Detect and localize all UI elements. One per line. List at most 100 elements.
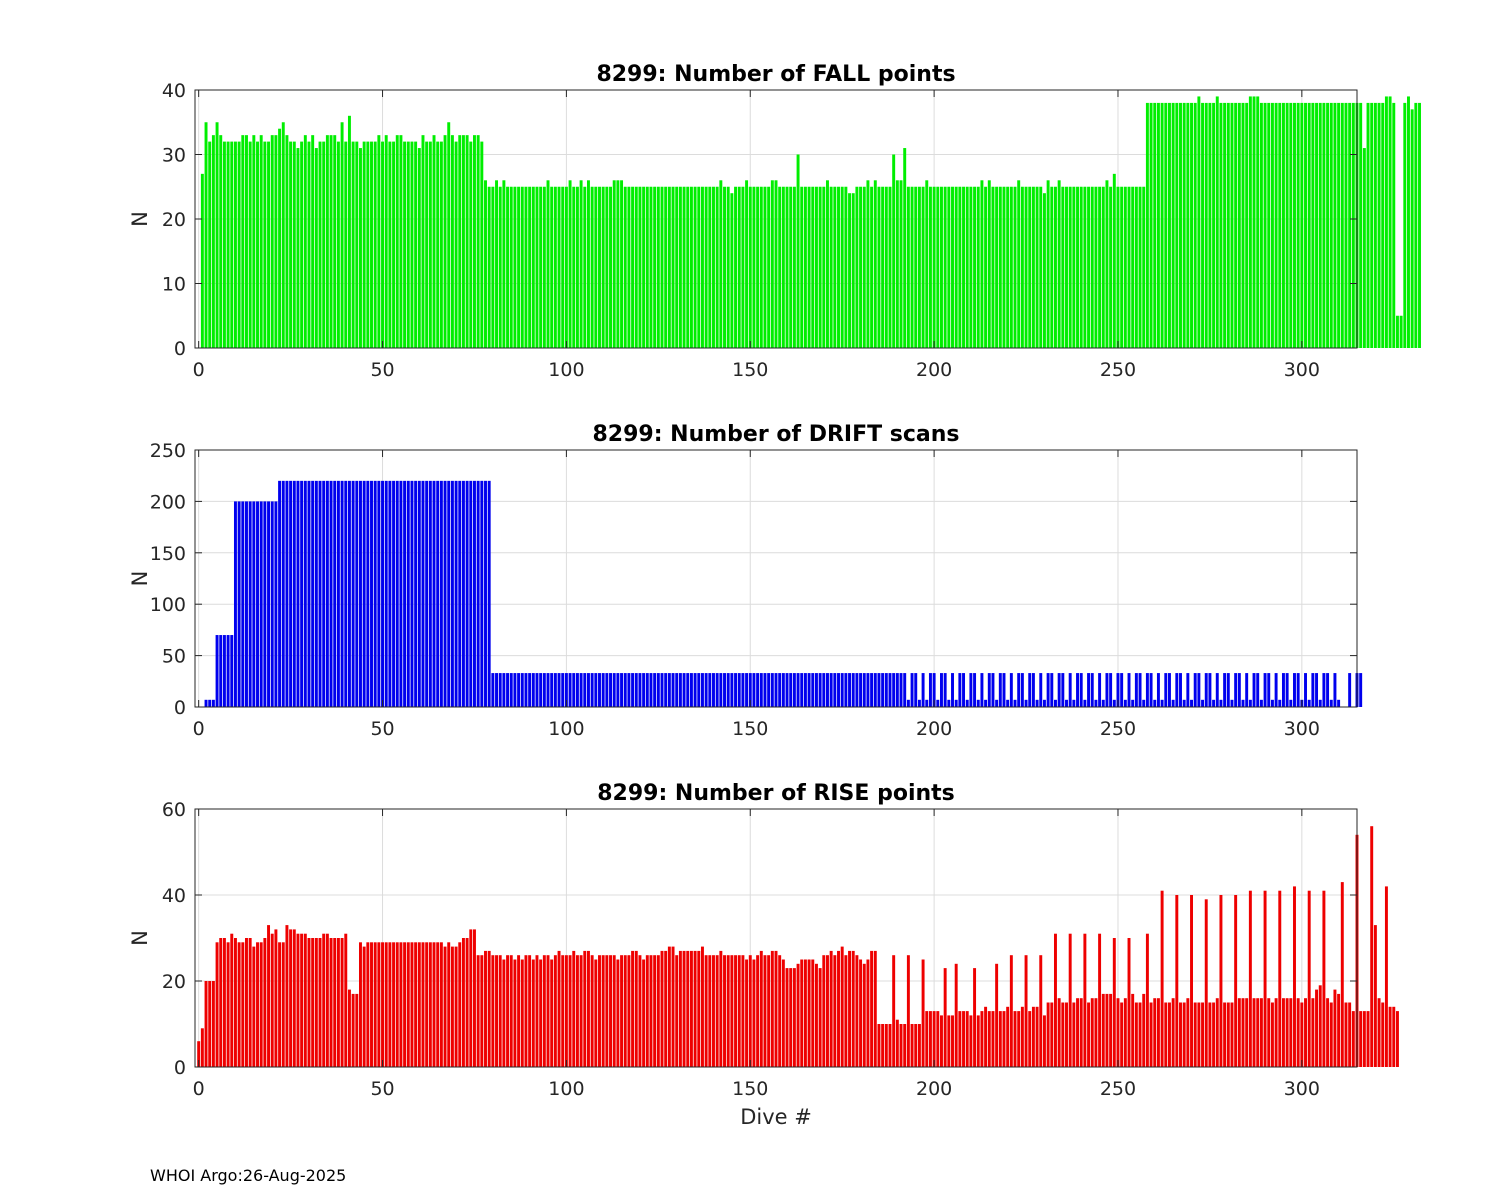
chart-0-bar	[1061, 186, 1065, 348]
chart-0-bar	[645, 186, 649, 348]
chart-2-bar	[311, 938, 315, 1067]
chart-0-bar	[969, 186, 973, 348]
chart-1-bar	[634, 673, 638, 707]
fall-points-panel: 0 50 100 150 200 250 300 0 10 20 30 40 8299: Number …	[128, 62, 1421, 381]
chart-0-bar	[789, 186, 793, 348]
chart-0-bar	[1300, 102, 1304, 349]
chart-1-bar	[351, 480, 355, 707]
chart-0-bar	[906, 186, 910, 348]
chart-2-bar	[1219, 895, 1223, 1067]
chart-2-bar	[1274, 998, 1278, 1067]
chart-2-bar	[708, 955, 712, 1067]
chart-2-bar	[1267, 998, 1271, 1067]
chart-0-bar	[814, 186, 818, 348]
chart-0-bar	[697, 186, 701, 348]
chart-2-bar	[233, 938, 237, 1067]
chart-2-bar	[859, 959, 863, 1067]
chart-2-bar	[645, 955, 649, 1067]
chart-1-bar	[936, 699, 940, 707]
chart-1-bar	[484, 480, 487, 707]
chart-2-bar	[921, 959, 925, 1067]
chart-2-bar	[344, 933, 348, 1067]
chart-2-bar	[866, 959, 870, 1067]
chart-1-bar	[1068, 673, 1072, 707]
chart-1-bar	[377, 480, 381, 707]
chart-2-bar	[351, 993, 355, 1067]
chart-1-y-tick-label: 250	[150, 440, 186, 462]
chart-0-bar	[1131, 186, 1135, 348]
chart-1-bar	[870, 673, 874, 707]
chart-0-bar	[568, 180, 572, 348]
chart-0-bar	[1039, 186, 1043, 348]
chart-0-bar	[1164, 102, 1168, 349]
chart-1-bar	[586, 673, 590, 707]
chart-0-bar	[873, 180, 877, 348]
chart-1-bar	[656, 673, 660, 707]
chart-2-bar	[476, 955, 480, 1067]
chart-1-bar	[763, 673, 767, 707]
chart-1-bar	[700, 673, 704, 707]
chart-2-bar	[1344, 1002, 1348, 1067]
chart-2-bar	[631, 950, 635, 1067]
chart-2-bar	[1149, 1002, 1153, 1067]
chart-0-bar	[561, 186, 565, 348]
chart-2-bar	[1120, 1002, 1124, 1067]
chart-2-bar	[623, 955, 627, 1067]
chart-1-bar	[1131, 699, 1135, 707]
chart-1-bar	[638, 673, 642, 707]
chart-0-bar	[763, 186, 767, 348]
chart-0-bar	[649, 186, 653, 348]
chart-0-bar	[601, 186, 605, 348]
chart-1-bar	[803, 673, 807, 707]
chart-1-bar	[623, 673, 627, 707]
chart-2-x-tick-label: 50	[370, 1078, 394, 1100]
chart-0-bar	[256, 141, 259, 348]
chart-1-bar	[859, 673, 863, 707]
chart-0-bar	[1362, 148, 1366, 348]
chart-0-bar	[208, 141, 212, 348]
chart-1-bar	[1101, 699, 1105, 707]
chart-1-bar	[914, 673, 918, 707]
chart-0-bar	[491, 186, 495, 348]
chart-2-bar	[564, 955, 568, 1067]
chart-2-bar	[1392, 1006, 1396, 1067]
chart-2-bar	[513, 959, 517, 1067]
chart-2-bar	[439, 942, 443, 1067]
chart-1-bar	[583, 673, 587, 707]
chart-1-bar	[917, 699, 921, 707]
chart-0-bar	[1101, 186, 1105, 348]
chart-0-bar	[921, 186, 925, 348]
chart-0-bar	[932, 186, 936, 348]
chart-0-bar	[1193, 102, 1197, 349]
chart-0-bar	[340, 122, 344, 348]
chart-1-bar	[517, 673, 521, 707]
chart-1-bar	[719, 673, 723, 707]
chart-0-bar	[1318, 102, 1322, 349]
chart-1-bar	[506, 673, 510, 707]
chart-2-bar	[347, 989, 351, 1067]
chart-1-bar	[594, 673, 598, 707]
chart-1-bar	[962, 673, 966, 707]
chart-2-bar	[222, 938, 226, 1067]
chart-2-bar	[590, 955, 594, 1067]
chart-1-bar	[513, 673, 517, 707]
chart-0-bar	[1149, 102, 1153, 349]
chart-2-bar	[572, 950, 576, 1067]
chart-1-bar	[969, 673, 973, 707]
chart-0-bar	[682, 186, 686, 348]
chart-2-bar	[656, 955, 660, 1067]
chart-0-bar	[1373, 102, 1377, 349]
chart-1-bar	[1267, 673, 1271, 707]
chart-0-bar	[307, 141, 311, 348]
chart-0-bar	[667, 186, 671, 348]
chart-2-bar	[1333, 989, 1337, 1067]
chart-1-bar	[528, 673, 532, 707]
chart-0-bar	[535, 186, 539, 348]
chart-2-bar	[958, 1011, 962, 1067]
chart-2-bar	[704, 955, 708, 1067]
chart-2-bar	[976, 1015, 980, 1067]
chart-0-bar	[1142, 186, 1146, 348]
chart-0-bar	[1392, 102, 1396, 349]
chart-2-bar	[259, 942, 263, 1067]
chart-0-bar	[461, 135, 465, 348]
